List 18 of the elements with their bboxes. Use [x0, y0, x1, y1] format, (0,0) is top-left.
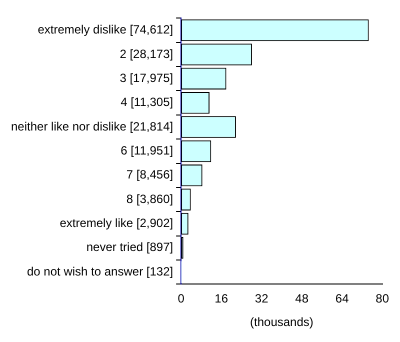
y-tick-label: never tried [897] — [86, 240, 174, 254]
x-tick-label: 32 — [254, 292, 269, 306]
x-tick-label: 0 — [178, 292, 185, 306]
y-tick-label: 2 [28,173] — [120, 46, 174, 61]
y-tick-label: 8 [3,860] — [126, 192, 174, 206]
y-tick-label: neither like nor dislike [21,814] — [11, 119, 174, 134]
y-tick-label: extremely like [2,902] — [60, 216, 174, 230]
x-axis-title: (thousands) — [250, 315, 314, 330]
x-tick-label: 16 — [214, 292, 228, 306]
y-tick-label: 6 [11,951] — [120, 144, 174, 158]
x-tick-label: 48 — [295, 292, 309, 306]
y-tick-label: do not wish to answer [132] — [27, 264, 174, 278]
y-tick-label: 7 [8,456] — [126, 168, 174, 182]
y-tick-label: 3 [17,975] — [120, 70, 174, 85]
y-tick-label: extremely dislike [74,612] — [38, 22, 174, 37]
y-tick-label: 4 [11,305] — [120, 95, 174, 110]
x-tick-label: 64 — [335, 292, 350, 306]
x-tick-label: 80 — [376, 292, 390, 306]
